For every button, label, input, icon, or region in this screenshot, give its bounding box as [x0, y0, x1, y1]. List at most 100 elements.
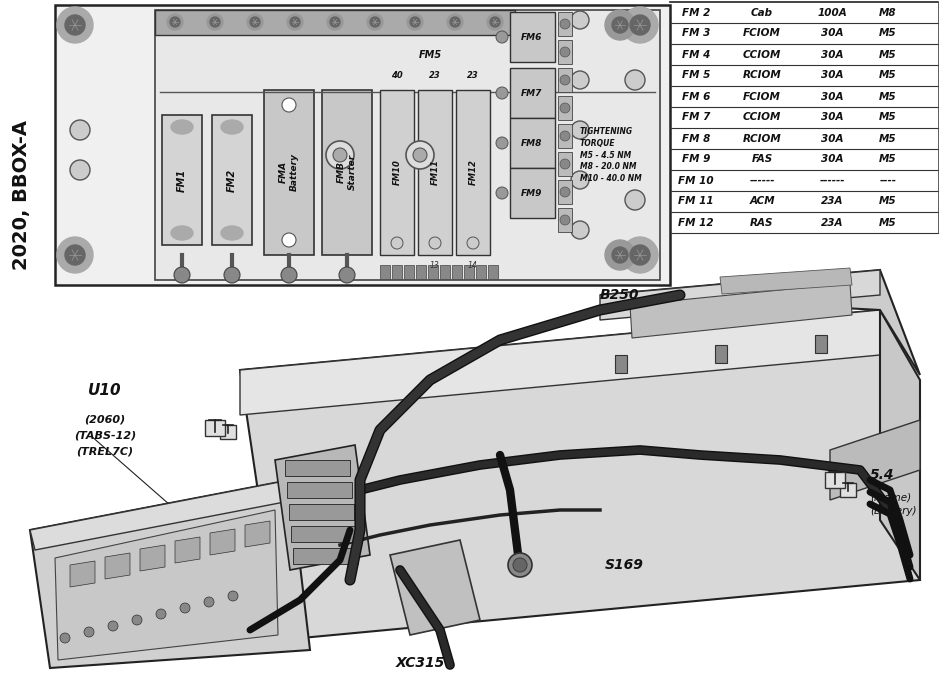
Circle shape [560, 19, 570, 29]
Text: 5.4: 5.4 [870, 468, 895, 482]
Circle shape [487, 14, 503, 30]
Text: ------: ------ [820, 176, 845, 185]
Circle shape [70, 160, 90, 180]
Circle shape [560, 75, 570, 85]
Circle shape [560, 159, 570, 169]
Bar [558, 208, 572, 232]
Circle shape [65, 245, 85, 265]
Bar [418, 90, 452, 255]
Text: S169: S169 [605, 558, 644, 572]
Polygon shape [830, 420, 920, 500]
Text: 23A: 23A [821, 218, 843, 228]
Bar [825, 472, 845, 488]
Circle shape [571, 171, 589, 189]
Text: (Frame): (Frame) [870, 492, 911, 502]
Bar [287, 482, 352, 498]
Circle shape [170, 17, 180, 27]
Circle shape [612, 247, 628, 263]
Text: FM 5: FM 5 [682, 70, 710, 80]
Bar [392, 265, 402, 279]
Circle shape [496, 137, 508, 149]
Circle shape [496, 187, 508, 199]
Bar [558, 40, 572, 64]
Text: FM 12: FM 12 [678, 218, 714, 228]
Bar [456, 90, 490, 255]
Circle shape [70, 120, 90, 140]
Text: FM7: FM7 [521, 89, 543, 97]
Circle shape [282, 233, 296, 247]
Polygon shape [30, 480, 310, 668]
Polygon shape [390, 540, 480, 635]
Bar [476, 265, 486, 279]
Polygon shape [30, 480, 295, 550]
Bar [510, 168, 555, 218]
Text: FM1: FM1 [177, 168, 187, 191]
Circle shape [571, 221, 589, 239]
Circle shape [57, 7, 93, 43]
Text: 13: 13 [430, 260, 439, 270]
Circle shape [167, 14, 183, 30]
Text: RCIOM: RCIOM [742, 70, 781, 80]
Circle shape [605, 240, 635, 270]
Circle shape [560, 103, 570, 113]
Text: FM 8: FM 8 [682, 133, 710, 143]
Circle shape [496, 31, 508, 43]
Bar [416, 265, 426, 279]
Polygon shape [175, 537, 200, 563]
Polygon shape [105, 553, 130, 579]
Bar [558, 124, 572, 148]
Circle shape [413, 148, 427, 162]
Text: 100A: 100A [817, 7, 847, 18]
Bar [264, 90, 314, 255]
Circle shape [65, 15, 85, 35]
Circle shape [180, 603, 190, 613]
Text: FM5: FM5 [419, 50, 441, 60]
Circle shape [467, 237, 479, 249]
Circle shape [327, 14, 343, 30]
Circle shape [571, 71, 589, 89]
Bar [464, 265, 474, 279]
Circle shape [560, 131, 570, 141]
Text: 2020, BBOX-A: 2020, BBOX-A [12, 120, 31, 270]
Bar [322, 90, 372, 255]
Circle shape [60, 633, 70, 643]
Bar [285, 460, 350, 476]
Circle shape [571, 11, 589, 29]
Text: 30A: 30A [821, 70, 843, 80]
Circle shape [406, 141, 434, 169]
Circle shape [174, 267, 190, 283]
Circle shape [287, 14, 303, 30]
Circle shape [108, 621, 118, 631]
Text: FM 9: FM 9 [682, 155, 710, 164]
Text: 23: 23 [429, 70, 441, 80]
Circle shape [132, 615, 142, 625]
Ellipse shape [171, 226, 193, 240]
Text: FM 11: FM 11 [678, 197, 714, 206]
Text: 14: 14 [468, 260, 478, 270]
Bar [715, 345, 727, 363]
Text: (TREL7C): (TREL7C) [76, 447, 134, 457]
Circle shape [630, 15, 650, 35]
Circle shape [429, 237, 441, 249]
Circle shape [204, 597, 214, 607]
Ellipse shape [221, 226, 243, 240]
Text: (TABS-12): (TABS-12) [74, 431, 136, 441]
Text: 30A: 30A [821, 49, 843, 59]
Text: CCIOM: CCIOM [742, 49, 781, 59]
Circle shape [605, 10, 635, 40]
Polygon shape [880, 310, 920, 580]
Bar [510, 12, 555, 62]
Circle shape [210, 17, 220, 27]
Text: M5: M5 [879, 91, 897, 101]
Circle shape [447, 14, 463, 30]
Bar [155, 10, 660, 280]
Bar [558, 68, 572, 92]
Circle shape [560, 215, 570, 225]
Circle shape [508, 553, 532, 577]
Polygon shape [70, 561, 95, 587]
Text: M5: M5 [879, 133, 897, 143]
Text: M5: M5 [879, 70, 897, 80]
Bar [404, 265, 414, 279]
Polygon shape [210, 529, 235, 555]
Text: FM 4: FM 4 [682, 49, 710, 59]
